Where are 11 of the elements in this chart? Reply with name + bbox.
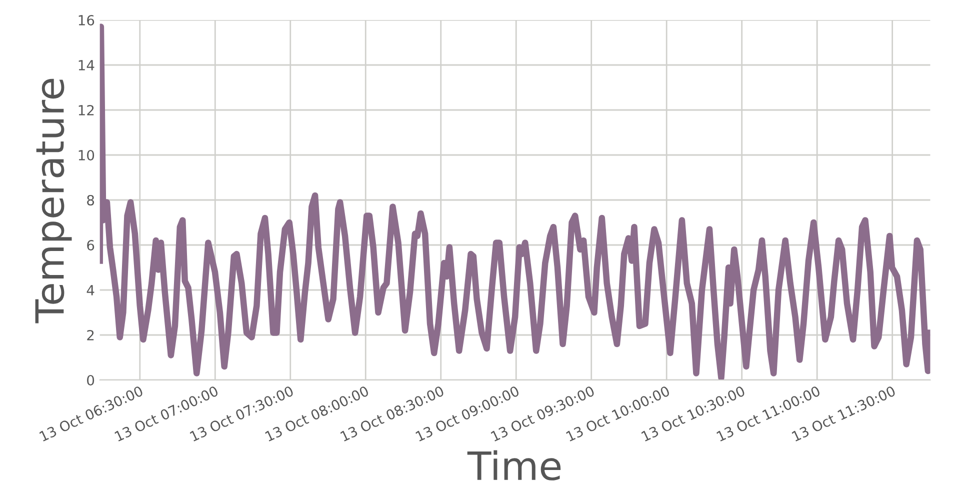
x-axis-title: Time bbox=[467, 450, 561, 480]
y-tick-label: 10 bbox=[78, 150, 94, 160]
y-tick-label: 6 bbox=[87, 240, 94, 250]
y-tick-label: 12 bbox=[78, 104, 94, 116]
y-tick-label: 16 bbox=[78, 14, 94, 26]
y-tick-label: 2 bbox=[87, 330, 94, 340]
y-tick-label: 14 bbox=[78, 60, 94, 70]
y-tick-label: 8 bbox=[87, 194, 94, 206]
y-axis-title: Temperature bbox=[35, 78, 72, 324]
y-tick-label: 0 bbox=[87, 374, 94, 386]
y-tick-label: 4 bbox=[86, 285, 94, 296]
